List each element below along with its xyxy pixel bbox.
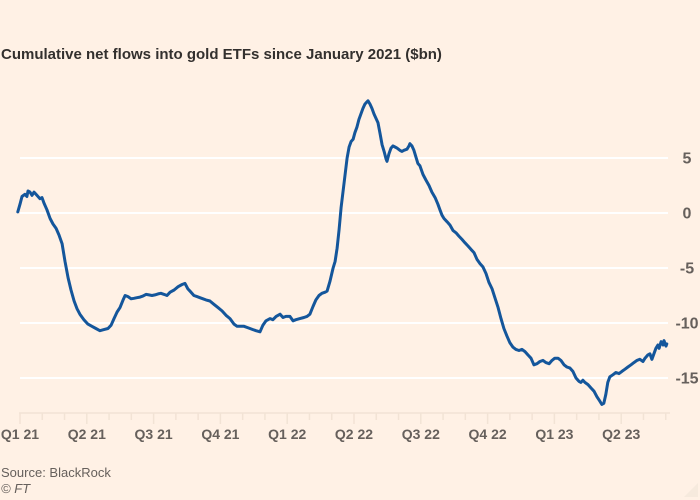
x-axis-label: Q4 22	[469, 426, 507, 442]
source-note: Source: BlackRock	[1, 465, 111, 480]
data-line-series	[16, 99, 669, 406]
y-axis-label: -15	[675, 371, 698, 388]
x-axis-label: Q2 21	[68, 426, 106, 442]
corner-triangle-icon	[684, 483, 698, 497]
x-axis-label: Q4 21	[201, 426, 239, 442]
y-axis-label: -5	[680, 261, 694, 278]
chart-title: Cumulative net flows into gold ETFs sinc…	[1, 46, 442, 63]
y-axis-label: -10	[675, 316, 698, 333]
y-axis-label: 5	[683, 151, 692, 168]
x-axis-label: Q3 21	[135, 426, 173, 442]
x-axis-label: Q1 23	[535, 426, 573, 442]
x-axis-label: Q2 23	[602, 426, 640, 442]
x-axis-label: Q1 21	[1, 426, 39, 442]
x-axis-label: Q3 22	[402, 426, 440, 442]
x-axis-label: Q1 22	[268, 426, 306, 442]
x-axis-label: Q2 22	[335, 426, 373, 442]
y-axis-label: 0	[683, 206, 692, 223]
ft-copyright: © FT	[1, 481, 31, 496]
